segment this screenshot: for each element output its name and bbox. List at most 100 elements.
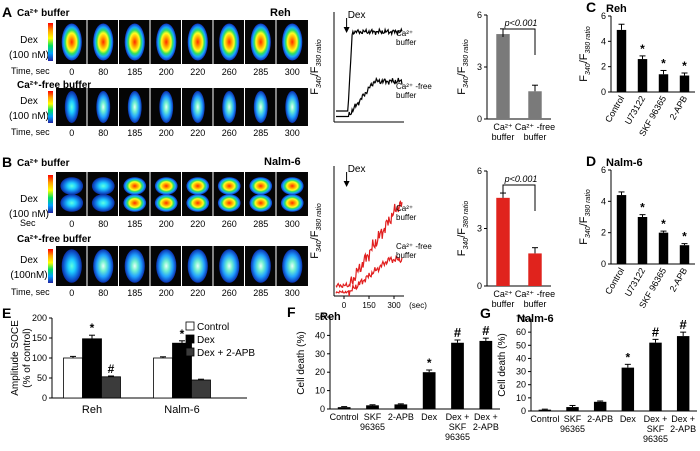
cell-image (91, 194, 115, 212)
panel-a-row1-dex: Dex (100 nM) (4, 33, 54, 63)
time-value: 185 (127, 288, 142, 298)
time-value: 185 (127, 67, 142, 77)
ylabel-sub1: 340 (316, 76, 323, 88)
legend-label: Dex + 2-APB (197, 348, 255, 359)
ylabel-sub1: 340 (585, 226, 592, 238)
y-axis-label: F340/F380 ratio (456, 201, 470, 257)
significance-mark: # (108, 362, 115, 376)
cell-image (93, 23, 114, 61)
category-label: 96365 (360, 422, 385, 432)
bar (658, 74, 669, 92)
panel-a-row2-time-label: Time, sec (11, 127, 50, 137)
y-axis-label-text: F340/F380 ratio (456, 39, 470, 95)
category-label: buffer (492, 299, 515, 309)
category-label: SKF (647, 424, 665, 434)
bar (676, 336, 690, 411)
significance-mark: # (652, 324, 660, 339)
cell-image (123, 194, 147, 212)
cell-image (219, 23, 240, 61)
y-tick-label: 0 (601, 87, 606, 97)
bar (191, 379, 211, 399)
y-axis-label-text: F340/F380 ratio (578, 189, 592, 245)
cell-image (187, 249, 208, 283)
series-label: Ca²⁺ (396, 29, 413, 38)
legend-label: Control (197, 322, 229, 333)
cell-image (186, 177, 210, 195)
significance-mark: * (661, 217, 666, 231)
color-scale-bar (48, 23, 53, 61)
ylabel-f1: F (578, 238, 590, 245)
ylabel-sub2: 380 ratio (585, 189, 592, 216)
time-value: 300 (285, 128, 300, 138)
significance-bracket (502, 28, 536, 55)
cell-image (91, 177, 115, 195)
panel-b-row2-dex: Dex (100nM) (4, 253, 54, 283)
dex-concentration: (100 nM) (8, 50, 49, 61)
y-axis-label: (% of control) (22, 328, 33, 387)
ylabel-f2: /F (578, 53, 590, 63)
significance-mark: # (680, 317, 688, 332)
time-value: 260 (222, 288, 237, 298)
y-axis-label: F340/F380 ratio (309, 39, 323, 95)
y-axis-label: F340/F380 ratio (309, 203, 323, 259)
panel-a-row2-label: Ca²⁺-free buffer (17, 80, 92, 91)
ylabel-f2: /F (309, 230, 321, 240)
dex-label: Dex (20, 255, 38, 266)
cell-image (154, 194, 178, 212)
category-label: SKF (364, 412, 382, 422)
series-label: Ca²⁺ -free (396, 242, 432, 251)
significance-mark: * (90, 321, 95, 335)
time-value: 285 (253, 219, 268, 229)
bar (479, 340, 493, 409)
time-value: 300 (285, 288, 300, 298)
category-label: 2-APB (473, 422, 499, 432)
y-tick-label: 0 (601, 259, 606, 269)
dex-label: Dex (20, 194, 38, 205)
cell-image (159, 91, 174, 123)
y-tick-label: 50 (516, 340, 526, 350)
y-tick-label: 4 (601, 36, 606, 46)
category-label: buffer (524, 299, 547, 309)
category-label: Control (330, 412, 359, 422)
significance-mark: # (454, 325, 462, 340)
bar (658, 232, 669, 264)
cell-image (249, 177, 273, 195)
bar (101, 376, 121, 399)
significance-mark: # (482, 323, 490, 338)
ylabel-sub1: 340 (463, 76, 470, 88)
ylabel-sub1: 340 (463, 238, 470, 250)
time-value: 80 (98, 288, 108, 298)
time-value: 200 (159, 128, 174, 138)
time-value: 80 (98, 67, 108, 77)
dex-arrowhead (343, 27, 350, 33)
ylabel-sub1: 340 (316, 240, 323, 252)
y-tick-label: 3 (477, 62, 482, 72)
category-label: Ca²⁺ (493, 289, 513, 299)
bar (528, 91, 542, 119)
significance-bracket (502, 184, 536, 211)
ylabel-f1: F (456, 88, 468, 95)
category-label: 2-APB (668, 94, 690, 122)
y-tick-label: 20 (516, 380, 526, 390)
cell-image (60, 177, 84, 195)
category-label: buffer (492, 132, 515, 142)
cell-image (285, 91, 300, 123)
time-value: 0 (69, 288, 74, 298)
ylabel-f2: /F (456, 66, 468, 76)
cell-image (154, 177, 178, 195)
cell-image (222, 91, 237, 123)
ylabel-sub2: 380 ratio (316, 39, 323, 66)
cell-image (156, 23, 177, 61)
panel-a-cell-line: Reh (270, 7, 291, 19)
significance-mark: * (640, 42, 645, 56)
x-tick-label: 0 (342, 301, 347, 310)
cell-image (249, 194, 273, 212)
cell-image (61, 23, 82, 61)
cell-image (61, 249, 82, 283)
bar (528, 253, 542, 286)
significance-mark: * (640, 201, 645, 215)
bar (394, 404, 408, 409)
